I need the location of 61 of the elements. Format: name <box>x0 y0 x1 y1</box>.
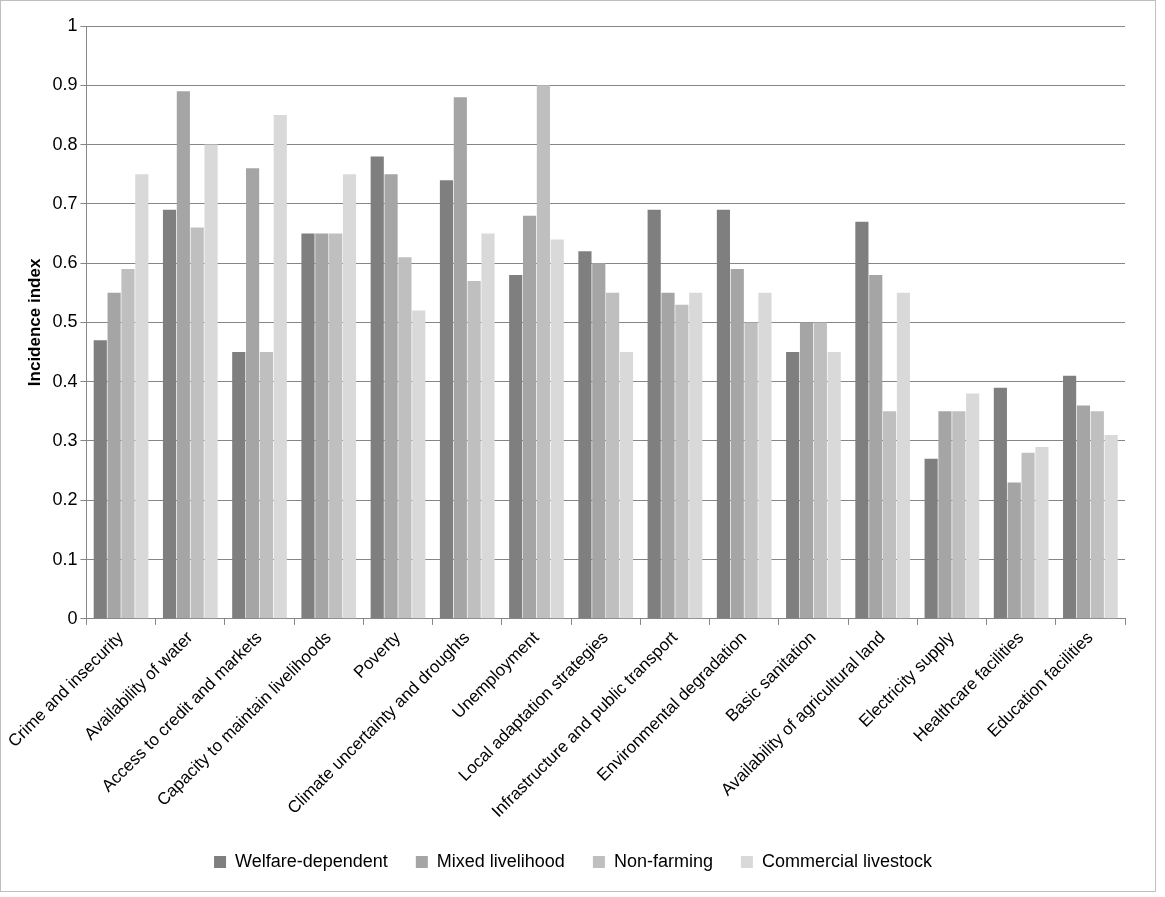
bar <box>246 168 260 619</box>
bar <box>813 322 827 619</box>
bar <box>883 411 897 619</box>
legend-label: Welfare-dependent <box>235 850 388 871</box>
bar <box>1007 482 1021 619</box>
bar <box>536 85 550 619</box>
y-tick-label: 0.9 <box>52 74 78 95</box>
y-tick-label: 0.6 <box>52 252 78 273</box>
y-tick-label: 0.7 <box>52 192 78 213</box>
bar <box>799 322 814 619</box>
bar <box>481 233 495 619</box>
bar <box>1090 411 1104 619</box>
legend-label: Non-farming <box>613 850 713 871</box>
bar <box>758 292 772 619</box>
legend-label: Mixed livelihood <box>436 850 565 871</box>
y-tick-label: 0.1 <box>52 548 78 569</box>
bar <box>342 174 357 619</box>
y-tick-label: 0.2 <box>52 489 78 510</box>
y-tick-label: 0.5 <box>52 311 78 332</box>
bar <box>467 280 481 619</box>
y-tick-label: 0 <box>67 607 78 628</box>
bar <box>827 352 841 619</box>
bar <box>135 174 149 619</box>
legend-label: Commercial livestock <box>761 850 933 871</box>
bar <box>730 269 744 619</box>
bar <box>661 292 675 619</box>
bar <box>522 215 537 619</box>
bar <box>744 322 758 619</box>
y-tick-label: 0.8 <box>52 133 78 154</box>
bar <box>896 292 911 619</box>
bar <box>869 274 883 619</box>
bar <box>329 233 343 619</box>
y-tick-label: 0.4 <box>52 370 78 391</box>
bar <box>176 91 190 619</box>
bar <box>204 144 218 619</box>
bar <box>689 292 703 619</box>
bar <box>259 352 274 619</box>
bar <box>1104 435 1118 619</box>
bar <box>952 411 966 619</box>
bar <box>966 393 980 619</box>
bar <box>190 227 204 619</box>
y-axis-title: Incidence index <box>24 258 44 387</box>
bar <box>315 233 329 619</box>
y-tick-label: 0.3 <box>52 429 78 450</box>
bar <box>384 174 398 619</box>
bar <box>107 292 121 619</box>
bar <box>453 97 467 619</box>
bar <box>1076 405 1091 619</box>
y-tick-label: 1 <box>67 14 78 35</box>
bar <box>675 304 689 619</box>
bar <box>938 411 952 619</box>
bar <box>606 292 620 619</box>
bar <box>550 239 564 619</box>
bar <box>592 263 606 619</box>
bar <box>1021 452 1035 619</box>
bar <box>412 310 426 619</box>
bar <box>121 269 135 619</box>
bar <box>398 257 412 619</box>
bar <box>619 352 634 619</box>
bar <box>1035 446 1049 619</box>
bar <box>273 114 287 619</box>
